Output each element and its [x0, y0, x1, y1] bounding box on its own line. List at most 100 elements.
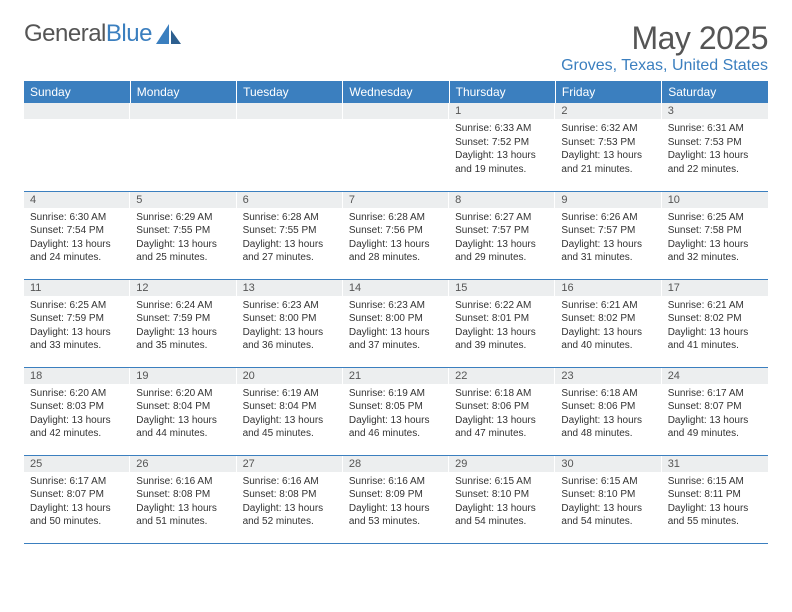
daylight-line: Daylight: 13 hours and 49 minutes.	[668, 414, 762, 441]
calendar-day-cell: 29Sunrise: 6:15 AMSunset: 8:10 PMDayligh…	[449, 455, 555, 543]
calendar-day-cell: 25Sunrise: 6:17 AMSunset: 8:07 PMDayligh…	[24, 455, 130, 543]
sunset-line: Sunset: 8:04 PM	[243, 400, 337, 414]
calendar-day-cell: 4Sunrise: 6:30 AMSunset: 7:54 PMDaylight…	[24, 191, 130, 279]
sunrise-line: Sunrise: 6:17 AM	[668, 387, 762, 401]
calendar-day-cell: 27Sunrise: 6:16 AMSunset: 8:08 PMDayligh…	[237, 455, 343, 543]
calendar-day-cell: 19Sunrise: 6:20 AMSunset: 8:04 PMDayligh…	[130, 367, 236, 455]
calendar-day-cell: 24Sunrise: 6:17 AMSunset: 8:07 PMDayligh…	[662, 367, 768, 455]
daylight-line: Daylight: 13 hours and 51 minutes.	[136, 502, 230, 529]
sunrise-line: Sunrise: 6:21 AM	[668, 299, 762, 313]
calendar-day-cell: 17Sunrise: 6:21 AMSunset: 8:02 PMDayligh…	[662, 279, 768, 367]
daylight-line: Daylight: 13 hours and 36 minutes.	[243, 326, 337, 353]
sunrise-line: Sunrise: 6:33 AM	[455, 122, 549, 136]
day-number	[343, 103, 449, 119]
daylight-line: Daylight: 13 hours and 50 minutes.	[30, 502, 124, 529]
sunset-line: Sunset: 8:09 PM	[349, 488, 443, 502]
sunrise-line: Sunrise: 6:26 AM	[561, 211, 655, 225]
day-number: 15	[449, 280, 555, 296]
day-content: Sunrise: 6:15 AMSunset: 8:10 PMDaylight:…	[449, 472, 555, 533]
calendar-day-cell: 6Sunrise: 6:28 AMSunset: 7:55 PMDaylight…	[237, 191, 343, 279]
sunrise-line: Sunrise: 6:28 AM	[243, 211, 337, 225]
sunset-line: Sunset: 7:57 PM	[561, 224, 655, 238]
daylight-line: Daylight: 13 hours and 54 minutes.	[561, 502, 655, 529]
sunrise-line: Sunrise: 6:17 AM	[30, 475, 124, 489]
day-number: 1	[449, 103, 555, 119]
day-number: 31	[662, 456, 768, 472]
day-number: 21	[343, 368, 449, 384]
sunset-line: Sunset: 8:10 PM	[455, 488, 549, 502]
weekday-header: Tuesday	[237, 81, 343, 103]
sunset-line: Sunset: 8:08 PM	[136, 488, 230, 502]
sunset-line: Sunset: 8:11 PM	[668, 488, 762, 502]
sunrise-line: Sunrise: 6:18 AM	[455, 387, 549, 401]
sunset-line: Sunset: 7:53 PM	[561, 136, 655, 150]
day-content: Sunrise: 6:28 AMSunset: 7:55 PMDaylight:…	[237, 208, 343, 269]
sunrise-line: Sunrise: 6:23 AM	[349, 299, 443, 313]
day-content: Sunrise: 6:20 AMSunset: 8:03 PMDaylight:…	[24, 384, 130, 445]
daylight-line: Daylight: 13 hours and 32 minutes.	[668, 238, 762, 265]
sunrise-line: Sunrise: 6:20 AM	[30, 387, 124, 401]
daylight-line: Daylight: 13 hours and 40 minutes.	[561, 326, 655, 353]
daylight-line: Daylight: 13 hours and 31 minutes.	[561, 238, 655, 265]
day-number: 10	[662, 192, 768, 208]
month-title: May 2025	[561, 20, 768, 57]
title-block: May 2025 Groves, Texas, United States	[561, 20, 768, 75]
sunrise-line: Sunrise: 6:15 AM	[668, 475, 762, 489]
calendar-day-cell: 12Sunrise: 6:24 AMSunset: 7:59 PMDayligh…	[130, 279, 236, 367]
calendar-day-cell: 14Sunrise: 6:23 AMSunset: 8:00 PMDayligh…	[343, 279, 449, 367]
day-content: Sunrise: 6:16 AMSunset: 8:09 PMDaylight:…	[343, 472, 449, 533]
daylight-line: Daylight: 13 hours and 48 minutes.	[561, 414, 655, 441]
sunrise-line: Sunrise: 6:28 AM	[349, 211, 443, 225]
sunset-line: Sunset: 7:53 PM	[668, 136, 762, 150]
day-content: Sunrise: 6:21 AMSunset: 8:02 PMDaylight:…	[555, 296, 661, 357]
sunset-line: Sunset: 7:58 PM	[668, 224, 762, 238]
day-number: 7	[343, 192, 449, 208]
weekday-header: Wednesday	[343, 81, 449, 103]
sunrise-line: Sunrise: 6:32 AM	[561, 122, 655, 136]
location: Groves, Texas, United States	[561, 57, 768, 75]
sunrise-line: Sunrise: 6:25 AM	[668, 211, 762, 225]
calendar-day-cell: 3Sunrise: 6:31 AMSunset: 7:53 PMDaylight…	[662, 103, 768, 191]
daylight-line: Daylight: 13 hours and 39 minutes.	[455, 326, 549, 353]
daylight-line: Daylight: 13 hours and 28 minutes.	[349, 238, 443, 265]
calendar-day-cell: 22Sunrise: 6:18 AMSunset: 8:06 PMDayligh…	[449, 367, 555, 455]
day-content: Sunrise: 6:30 AMSunset: 7:54 PMDaylight:…	[24, 208, 130, 269]
calendar-day-cell: 8Sunrise: 6:27 AMSunset: 7:57 PMDaylight…	[449, 191, 555, 279]
calendar-week-row: 4Sunrise: 6:30 AMSunset: 7:54 PMDaylight…	[24, 191, 768, 279]
sunrise-line: Sunrise: 6:24 AM	[136, 299, 230, 313]
sunrise-line: Sunrise: 6:16 AM	[136, 475, 230, 489]
daylight-line: Daylight: 13 hours and 24 minutes.	[30, 238, 124, 265]
day-number	[24, 103, 130, 119]
day-number: 11	[24, 280, 130, 296]
sunrise-line: Sunrise: 6:25 AM	[30, 299, 124, 313]
sunset-line: Sunset: 7:59 PM	[136, 312, 230, 326]
day-content: Sunrise: 6:26 AMSunset: 7:57 PMDaylight:…	[555, 208, 661, 269]
daylight-line: Daylight: 13 hours and 41 minutes.	[668, 326, 762, 353]
day-content: Sunrise: 6:25 AMSunset: 7:58 PMDaylight:…	[662, 208, 768, 269]
day-number: 23	[555, 368, 661, 384]
sunrise-line: Sunrise: 6:22 AM	[455, 299, 549, 313]
weekday-header: Saturday	[662, 81, 768, 103]
day-number	[130, 103, 236, 119]
sunset-line: Sunset: 8:07 PM	[668, 400, 762, 414]
day-content: Sunrise: 6:20 AMSunset: 8:04 PMDaylight:…	[130, 384, 236, 445]
calendar-week-row: 11Sunrise: 6:25 AMSunset: 7:59 PMDayligh…	[24, 279, 768, 367]
day-content: Sunrise: 6:19 AMSunset: 8:04 PMDaylight:…	[237, 384, 343, 445]
day-content: Sunrise: 6:19 AMSunset: 8:05 PMDaylight:…	[343, 384, 449, 445]
sunrise-line: Sunrise: 6:30 AM	[30, 211, 124, 225]
calendar-day-cell: 1Sunrise: 6:33 AMSunset: 7:52 PMDaylight…	[449, 103, 555, 191]
daylight-line: Daylight: 13 hours and 42 minutes.	[30, 414, 124, 441]
sunset-line: Sunset: 8:06 PM	[561, 400, 655, 414]
sunrise-line: Sunrise: 6:16 AM	[349, 475, 443, 489]
day-number: 13	[237, 280, 343, 296]
sunrise-line: Sunrise: 6:29 AM	[136, 211, 230, 225]
calendar-day-cell: 15Sunrise: 6:22 AMSunset: 8:01 PMDayligh…	[449, 279, 555, 367]
daylight-line: Daylight: 13 hours and 52 minutes.	[243, 502, 337, 529]
day-content: Sunrise: 6:18 AMSunset: 8:06 PMDaylight:…	[555, 384, 661, 445]
day-content: Sunrise: 6:25 AMSunset: 7:59 PMDaylight:…	[24, 296, 130, 357]
calendar-day-cell	[237, 103, 343, 191]
calendar-day-cell: 9Sunrise: 6:26 AMSunset: 7:57 PMDaylight…	[555, 191, 661, 279]
daylight-line: Daylight: 13 hours and 54 minutes.	[455, 502, 549, 529]
day-content	[130, 119, 236, 126]
daylight-line: Daylight: 13 hours and 47 minutes.	[455, 414, 549, 441]
